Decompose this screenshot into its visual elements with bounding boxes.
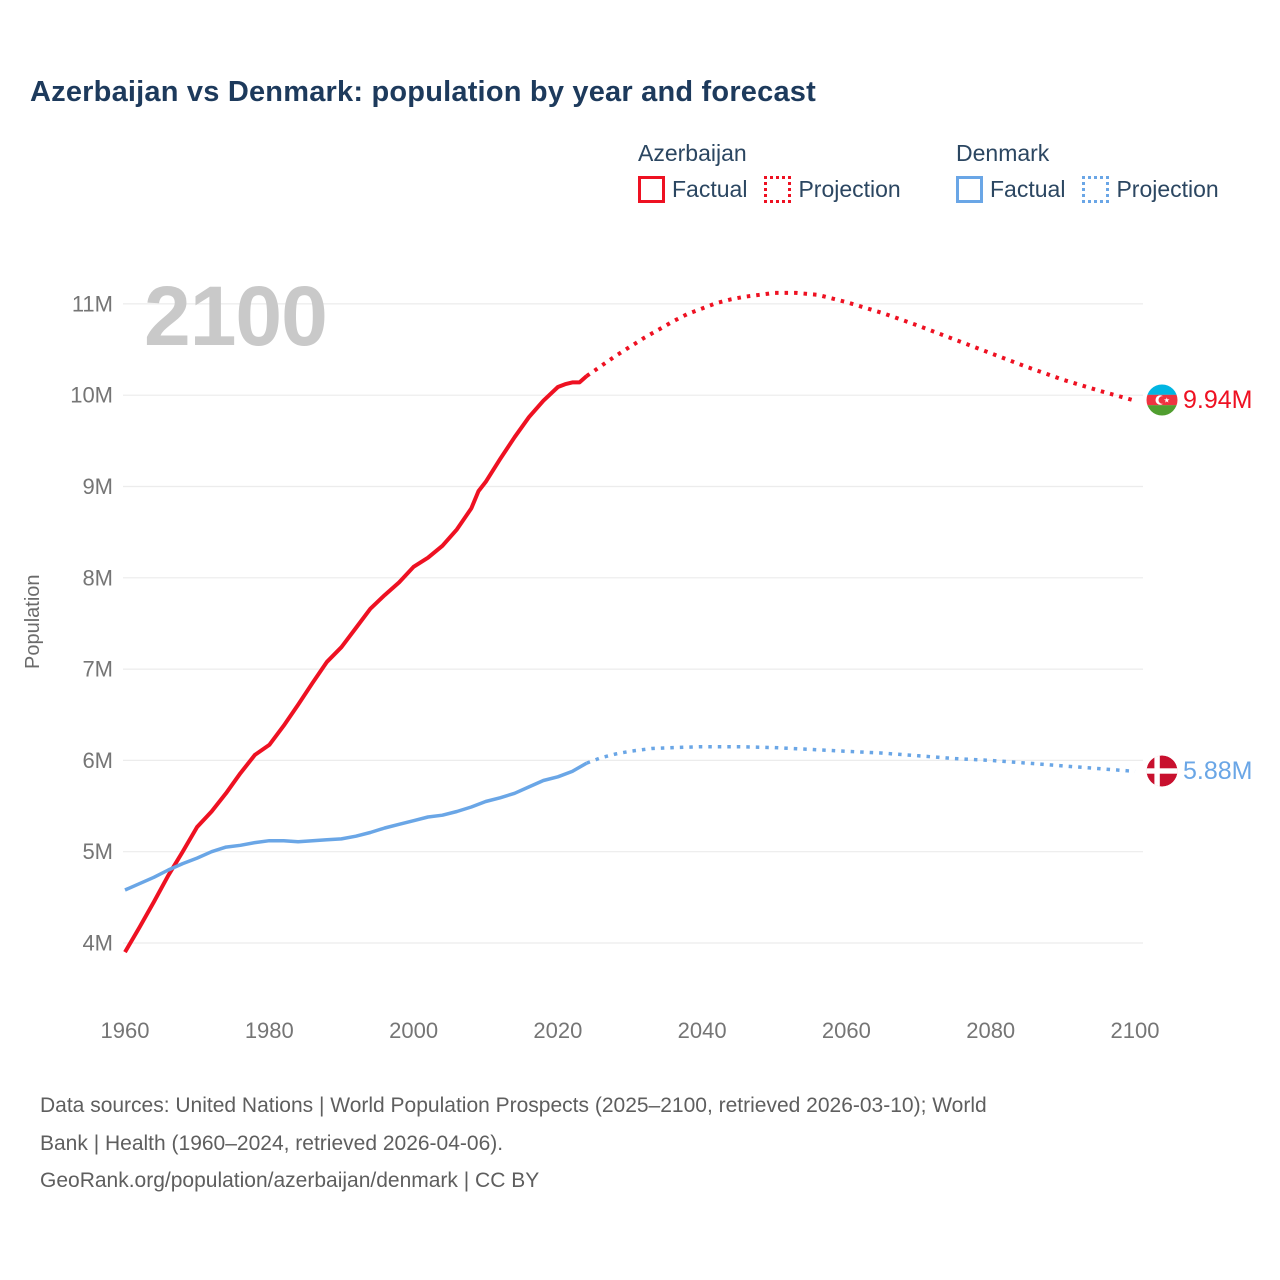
y-tick-label: 10M [70, 383, 113, 408]
azerbaijan-factual-label: Factual [672, 176, 748, 202]
legend-group-denmark: Denmark Factual Projection [956, 140, 1236, 203]
gridlines [123, 303, 1143, 944]
denmark-factual-line [124, 761, 588, 892]
azerbaijan-projection-swatch [764, 176, 792, 203]
y-tick-label: 8M [82, 565, 113, 590]
x-tick-label: 2040 [678, 1018, 727, 1043]
legend-group-azerbaijan: Azerbaijan Factual Projection [638, 140, 918, 203]
x-tick-label: 2060 [822, 1018, 871, 1043]
azerbaijan-projection-label: Projection [798, 176, 901, 202]
azerbaijan-projection-line [585, 290, 1136, 403]
series-lines [123, 290, 1136, 954]
y-tick-label: 7M [82, 657, 113, 682]
axis-tick-labels: 4M 5M 6M 7M 8M 9M 10M 11M 1960 1980 2000 2020 2040 20… [70, 291, 1159, 1043]
denmark-projection-line [586, 744, 1136, 774]
legend-group-title: Denmark [956, 140, 1050, 166]
azerbaijan-factual-line [123, 374, 589, 954]
legend-row: Factual Projection [638, 176, 918, 203]
y-tick-label: 6M [82, 748, 113, 773]
y-tick-label: 11M [72, 291, 113, 316]
azerbaijan-flag-icon: ★ [1146, 384, 1178, 416]
denmark-projection-label: Projection [1116, 176, 1219, 202]
footer-line-3: GeoRank.org/population/azerbaijan/denmar… [40, 1169, 540, 1192]
azerbaijan-end-value: 9.94M [1183, 386, 1253, 414]
azerbaijan-factual-swatch [638, 176, 665, 203]
footer-line-2: Bank | Health (1960–2024, retrieved 2026… [40, 1131, 504, 1155]
footer-line-1: Data sources: United Nations | World Pop… [40, 1094, 987, 1117]
denmark-flag-icon [1146, 755, 1178, 787]
legend-group-title: Azerbaijan [638, 140, 747, 166]
denmark-projection-swatch [1082, 176, 1110, 203]
x-tick-label: 2100 [1111, 1018, 1160, 1043]
legend: Azerbaijan Factual Projection Denmark Fa… [0, 140, 1280, 220]
watermark-year: 2100 [144, 269, 328, 363]
x-tick-label: 1960 [101, 1018, 150, 1043]
page-title: Azerbaijan vs Denmark: population by yea… [30, 76, 816, 108]
footer-attribution: Data sources: United Nations | World Pop… [40, 1087, 1240, 1200]
denmark-end-value: 5.88M [1183, 757, 1253, 785]
y-tick-label: 9M [82, 474, 113, 499]
denmark-factual-swatch [956, 176, 983, 203]
svg-text:★: ★ [1164, 397, 1170, 405]
x-tick-label: 2000 [389, 1018, 438, 1043]
x-tick-label: 1980 [245, 1018, 294, 1043]
y-tick-label: 4M [82, 931, 113, 956]
y-tick-label: 5M [82, 839, 113, 864]
denmark-factual-label: Factual [990, 176, 1066, 202]
legend-row: Factual Projection [956, 176, 1236, 203]
x-tick-label: 2080 [966, 1018, 1015, 1043]
x-tick-label: 2020 [533, 1018, 582, 1043]
